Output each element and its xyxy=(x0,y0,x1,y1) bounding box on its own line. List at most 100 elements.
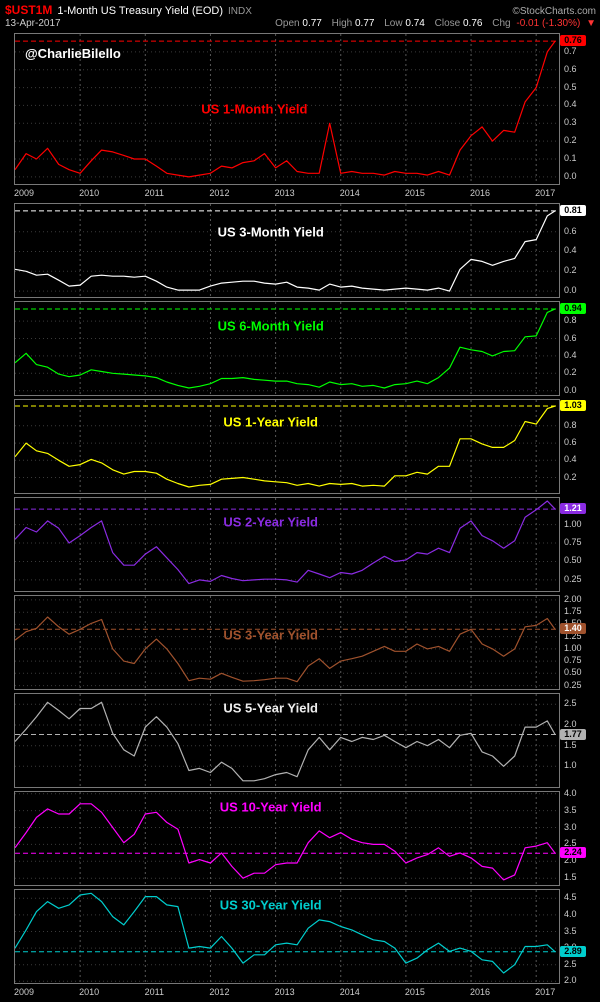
y-axis-tick: 1.75 xyxy=(564,606,582,617)
last-value-box: 1.40 xyxy=(560,623,586,635)
y-axis-tick: 0.5 xyxy=(564,81,577,92)
y-axis-tick: 1.0 xyxy=(564,760,577,771)
panel-title: US 2-Year Yield xyxy=(223,514,319,530)
x-axis-year-label: 2012 xyxy=(209,987,230,997)
y-axis-tick: 0.50 xyxy=(564,667,582,678)
x-axis-year-label: 2015 xyxy=(404,987,425,997)
y-axis-tick: 0.50 xyxy=(564,555,582,566)
y-axis: 2.5 2.0 1.5 1.0 1.77 xyxy=(560,693,600,786)
y-axis: 2.001.751.501.251.000.750.500.251.40 xyxy=(560,593,600,690)
x-axis-years: 2009 2010 2011 2012 2013 2014 2015 2016 2017 xyxy=(14,987,560,1000)
chart-panel-us-2-year-yield: US 2-Year Yield 1.00 0.75 0.50 0.25 1.21 xyxy=(14,497,600,592)
last-value-box: 0.94 xyxy=(560,302,586,314)
panel-title: US 30-Year Yield xyxy=(219,897,322,913)
x-axis-year-label: 2017 xyxy=(535,188,556,198)
open-value: 0.77 xyxy=(302,18,322,29)
plot-svg xyxy=(15,302,559,395)
chg-label: Chg xyxy=(492,18,511,29)
panel-title: US 1-Month Yield xyxy=(201,101,308,117)
plot-svg xyxy=(15,694,559,787)
y-axis-tick: 3.0 xyxy=(564,821,577,832)
y-axis-tick: 3.5 xyxy=(564,804,577,815)
low-value: 0.74 xyxy=(405,18,425,29)
x-axis-year-label: 2009 xyxy=(13,987,35,997)
chart-panel-us-3-month-yield: US 3-Month Yield 0.6 0.4 0.2 0.0 0.81 xyxy=(14,203,600,298)
y-axis: 0.7 0.6 0.5 0.4 0.3 0.2 0.1 0.0 0.76 xyxy=(560,33,600,183)
y-axis-tick: 0.4 xyxy=(564,245,577,256)
y-axis-tick: 0.75 xyxy=(564,655,582,666)
x-axis-year-label: 2011 xyxy=(144,188,164,198)
series-line xyxy=(15,803,556,881)
plot-svg xyxy=(15,34,559,184)
chg-down-arrow-icon: ▼ xyxy=(586,18,596,29)
y-axis-tick: 0.6 xyxy=(564,437,577,448)
chart-panels: US 1-Month Yield @CharlieBilello 0.7 0.6 0.5… xyxy=(14,33,600,1000)
y-axis-tick: 0.8 xyxy=(564,419,577,430)
y-axis-tick: 0.0 xyxy=(564,170,577,181)
x-axis-year-label: 2010 xyxy=(79,987,100,997)
plot-area: US 5-Year Yield xyxy=(14,693,560,788)
series-line xyxy=(15,892,556,974)
y-axis: 0.6 0.4 0.2 0.0 0.81 xyxy=(560,203,600,296)
y-axis-tick: 0.6 xyxy=(564,63,577,74)
chart-panel-us-5-year-yield: US 5-Year Yield 2.5 2.0 1.5 1.0 1.77 xyxy=(14,693,600,788)
y-axis-tick: 0.75 xyxy=(564,537,582,548)
series-line xyxy=(15,308,556,389)
plot-area: US 1-Month Yield @CharlieBilello xyxy=(14,33,560,185)
x-axis-year-label: 2012 xyxy=(209,188,230,198)
y-axis-tick: 4.0 xyxy=(564,908,577,919)
y-axis-tick: 0.1 xyxy=(564,153,577,163)
y-axis-tick: 3.5 xyxy=(564,925,577,936)
last-value-box: 0.81 xyxy=(560,204,586,216)
y-axis-tick: 2.5 xyxy=(564,958,577,969)
y-axis-tick: 2.5 xyxy=(564,838,577,849)
y-axis-tick: 4.5 xyxy=(564,892,577,903)
plot-svg xyxy=(15,792,559,885)
plot-svg xyxy=(15,596,559,689)
close-label: Close xyxy=(434,18,461,29)
chart-panel-us-1-year-yield: US 1-Year Yield 0.8 0.6 0.4 0.2 1.03 xyxy=(14,399,600,494)
y-axis: 4.0 3.5 3.0 2.5 2.0 1.5 2.24 xyxy=(560,787,600,884)
y-axis-tick: 2.5 xyxy=(564,698,577,709)
y-axis-tick: 1.5 xyxy=(564,739,577,750)
last-value-box: 1.77 xyxy=(560,728,586,740)
y-axis-tick: 1.25 xyxy=(564,630,582,641)
chart-panel-us-1-month-yield: US 1-Month Yield @CharlieBilello 0.7 0.6 0.5… xyxy=(14,33,600,185)
y-axis: 0.8 0.6 0.4 0.2 1.03 xyxy=(560,399,600,492)
panel-title: US 6-Month Yield xyxy=(217,318,324,334)
y-axis-tick: 1.00 xyxy=(564,642,582,653)
last-value-box: 2.24 xyxy=(560,847,586,859)
y-axis: 4.54.03.53.02.52.02.89 xyxy=(560,889,600,985)
y-axis-tick: 4.0 xyxy=(564,787,577,798)
y-axis-tick: 0.2 xyxy=(564,135,577,146)
y-axis-tick: 2.00 xyxy=(564,593,582,604)
plot-area: US 3-Month Yield xyxy=(14,203,560,298)
series-line xyxy=(15,40,556,178)
x-axis-year-label: 2016 xyxy=(470,987,491,997)
y-axis: 0.8 0.6 0.4 0.2 0.0 0.94 xyxy=(560,301,600,395)
x-axis-year-label: 2014 xyxy=(339,188,360,198)
y-axis-tick: 0.25 xyxy=(564,573,582,584)
open-label: Open xyxy=(275,18,300,29)
high-value: 0.77 xyxy=(355,18,375,29)
panel-title: US 3-Month Yield xyxy=(217,224,324,240)
series-line xyxy=(15,405,556,488)
x-axis-year-label: 2013 xyxy=(274,987,295,997)
ticker-symbol: $UST1M xyxy=(5,3,53,17)
y-axis-tick: 2.0 xyxy=(564,719,577,729)
y-axis-tick: 0.0 xyxy=(564,285,577,296)
last-value-box: 1.21 xyxy=(560,503,586,515)
y-axis-tick: 0.2 xyxy=(564,471,577,482)
x-axis-year-label: 2017 xyxy=(535,987,556,997)
exchange-label: INDX xyxy=(228,6,252,17)
copyright: ©StockCharts.com xyxy=(512,6,596,17)
y-axis-tick: 2.0 xyxy=(564,855,577,866)
y-axis-tick: 0.3 xyxy=(564,117,577,128)
y-axis-tick: 0.6 xyxy=(564,225,577,236)
y-axis-tick: 0.8 xyxy=(564,315,577,326)
panel-title: US 1-Year Yield xyxy=(223,414,319,430)
x-axis-year-label: 2014 xyxy=(339,987,360,997)
plot-area: US 1-Year Yield xyxy=(14,399,560,494)
y-axis-tick: 0.6 xyxy=(564,332,577,343)
